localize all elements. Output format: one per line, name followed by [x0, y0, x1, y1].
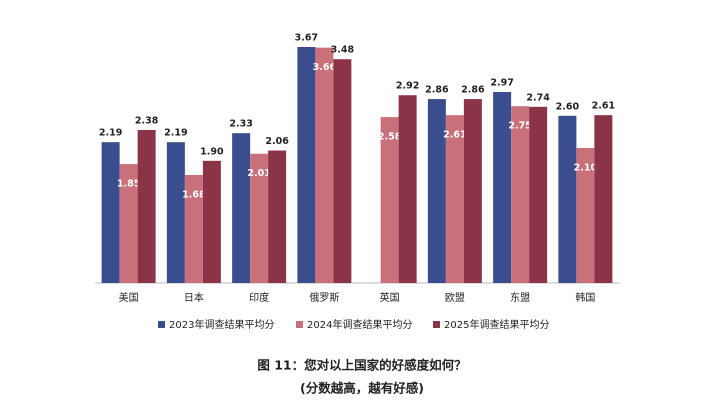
bar — [166, 142, 185, 283]
bar — [463, 99, 482, 284]
bar — [380, 117, 399, 283]
value-label: 2.61 — [592, 101, 615, 112]
x-tick-label: 韩国 — [575, 291, 595, 304]
value-label: 2.01 — [247, 168, 270, 179]
bar — [493, 92, 512, 283]
bar — [333, 59, 352, 283]
value-label: 3.48 — [331, 45, 355, 56]
bar — [184, 174, 203, 283]
bar — [101, 142, 120, 283]
legend-swatch — [296, 321, 303, 328]
value-label: 2.61 — [443, 130, 466, 141]
value-label: 2.38 — [135, 115, 159, 126]
bar — [250, 153, 269, 283]
bar — [297, 47, 316, 283]
x-tick-label: 东盟 — [510, 291, 530, 304]
value-label: 1.85 — [117, 179, 140, 190]
x-tick-label: 美国 — [119, 291, 139, 304]
x-tick-label: 欧盟 — [445, 292, 465, 304]
bar — [594, 115, 613, 284]
x-tick-label: 英国 — [380, 291, 400, 304]
legend-swatch — [158, 321, 165, 328]
bar — [445, 115, 464, 284]
legend-swatch — [433, 321, 440, 328]
value-label: 2.19 — [164, 128, 187, 139]
value-label: 1.68 — [182, 189, 206, 200]
value-label: 2.86 — [425, 85, 449, 96]
value-label: 2.58 — [378, 132, 402, 143]
legend-label: 2025年调查结果平均分 — [444, 318, 549, 331]
bar — [232, 133, 251, 283]
value-label: 2.86 — [461, 85, 485, 96]
value-label: 2.33 — [229, 119, 252, 130]
value-label: 2.75 — [508, 121, 531, 132]
x-tick-label: 印度 — [249, 291, 269, 304]
value-label: 2.74 — [526, 92, 550, 103]
value-label: 2.60 — [556, 101, 580, 112]
value-label: 2.92 — [396, 81, 419, 92]
bar — [427, 99, 446, 284]
bar — [268, 150, 287, 283]
bar — [558, 115, 577, 283]
chart-subtitle: (分数越高，越有好感) — [300, 381, 424, 396]
x-tick-label: 日本 — [184, 291, 204, 304]
bar — [398, 95, 417, 283]
value-label: 2.19 — [99, 128, 122, 139]
value-label: 3.66 — [313, 62, 337, 73]
bar — [511, 106, 530, 283]
chart-title: 图 11：您对以上国家的好感度如何？ — [257, 358, 466, 373]
value-label: 3.67 — [295, 33, 318, 44]
bar — [315, 47, 334, 283]
bar — [137, 129, 156, 283]
bar — [119, 164, 138, 283]
bar — [202, 160, 221, 283]
x-tick-label: 俄罗斯 — [309, 291, 339, 304]
value-label: 2.97 — [490, 78, 513, 89]
value-label: 1.90 — [200, 146, 224, 157]
bar — [576, 147, 595, 283]
value-label: 2.06 — [265, 136, 289, 147]
value-label: 2.10 — [574, 162, 598, 173]
bar — [529, 106, 548, 283]
legend-label: 2023年调查结果平均分 — [169, 318, 274, 331]
legend-label: 2024年调查结果平均分 — [307, 318, 412, 331]
